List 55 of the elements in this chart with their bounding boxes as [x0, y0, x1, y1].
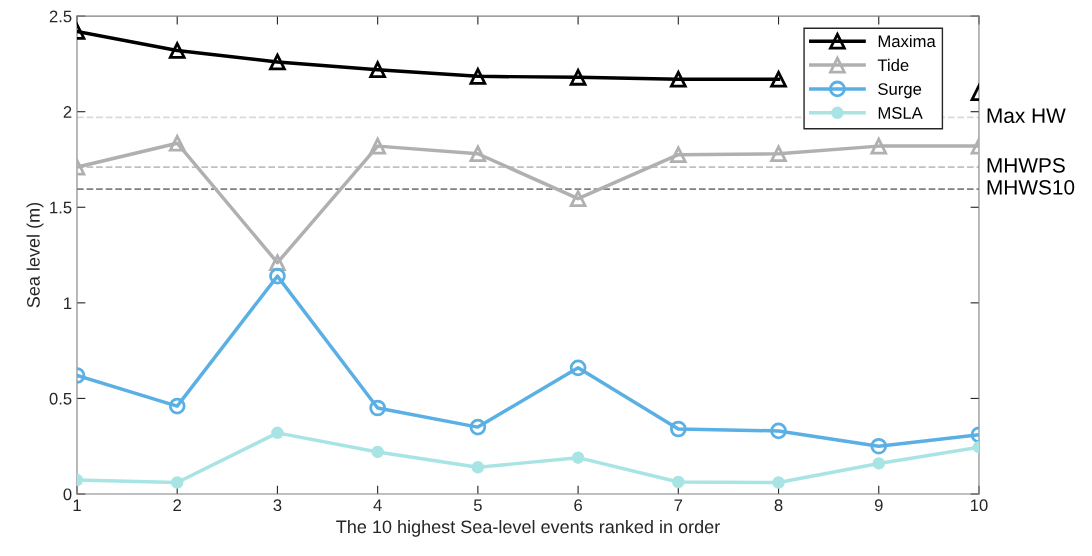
point — [369, 399, 386, 417]
point — [569, 68, 587, 86]
x-tick-label: 2 — [173, 499, 182, 511]
point — [672, 475, 685, 489]
x-tick-label: 10 — [970, 499, 988, 512]
x-tick-label: 7 — [674, 499, 683, 511]
ref-line-label: Max HW — [987, 108, 1066, 124]
y-axis-title: Sea level (m) — [26, 203, 44, 308]
point — [170, 476, 184, 489]
x-tick-label: 4 — [373, 499, 382, 511]
ref-line-label: MHWPS — [987, 157, 1065, 173]
legend-label: Tide — [877, 58, 909, 72]
point — [569, 359, 587, 377]
y-tick-label: 0 — [63, 488, 72, 501]
x-tick-label: 1 — [73, 499, 81, 511]
point — [269, 267, 286, 285]
point — [271, 426, 284, 440]
legend-label: Maxima — [878, 34, 936, 48]
x-tick-label: 9 — [874, 499, 883, 512]
ref-line-label: MHWS10 — [987, 179, 1075, 195]
point — [569, 190, 587, 208]
point — [870, 437, 888, 455]
point — [369, 137, 386, 155]
legend-label: Surge — [878, 83, 922, 99]
point — [168, 42, 186, 59]
y-tick-label: 2 — [63, 106, 72, 118]
point — [770, 422, 787, 440]
point — [469, 145, 487, 163]
point — [669, 70, 687, 88]
point — [469, 418, 487, 436]
x-axis-title: The 10 highest Sea-level events ranked in order — [336, 519, 720, 537]
point — [168, 134, 186, 152]
point — [872, 457, 886, 470]
point — [369, 61, 386, 78]
y-tick-label: 1 — [64, 297, 72, 309]
point — [669, 146, 687, 164]
y-tick-label: 2.5 — [49, 10, 72, 23]
point — [471, 460, 485, 474]
point — [669, 420, 687, 438]
legend-label: MSLA — [878, 107, 923, 119]
y-tick-label: 1.5 — [50, 201, 72, 214]
x-tick-label: 5 — [473, 499, 482, 512]
point — [870, 137, 888, 155]
x-tick-label: 6 — [574, 499, 582, 512]
point — [168, 397, 186, 415]
y-tick-label: 0.5 — [49, 392, 72, 405]
x-tick-label: 8 — [774, 499, 783, 512]
point — [571, 451, 585, 464]
point — [770, 145, 787, 163]
point — [772, 476, 785, 489]
point — [770, 70, 787, 88]
point — [371, 445, 384, 459]
point — [269, 53, 286, 71]
x-tick-label: 3 — [273, 499, 282, 512]
point — [469, 68, 487, 85]
